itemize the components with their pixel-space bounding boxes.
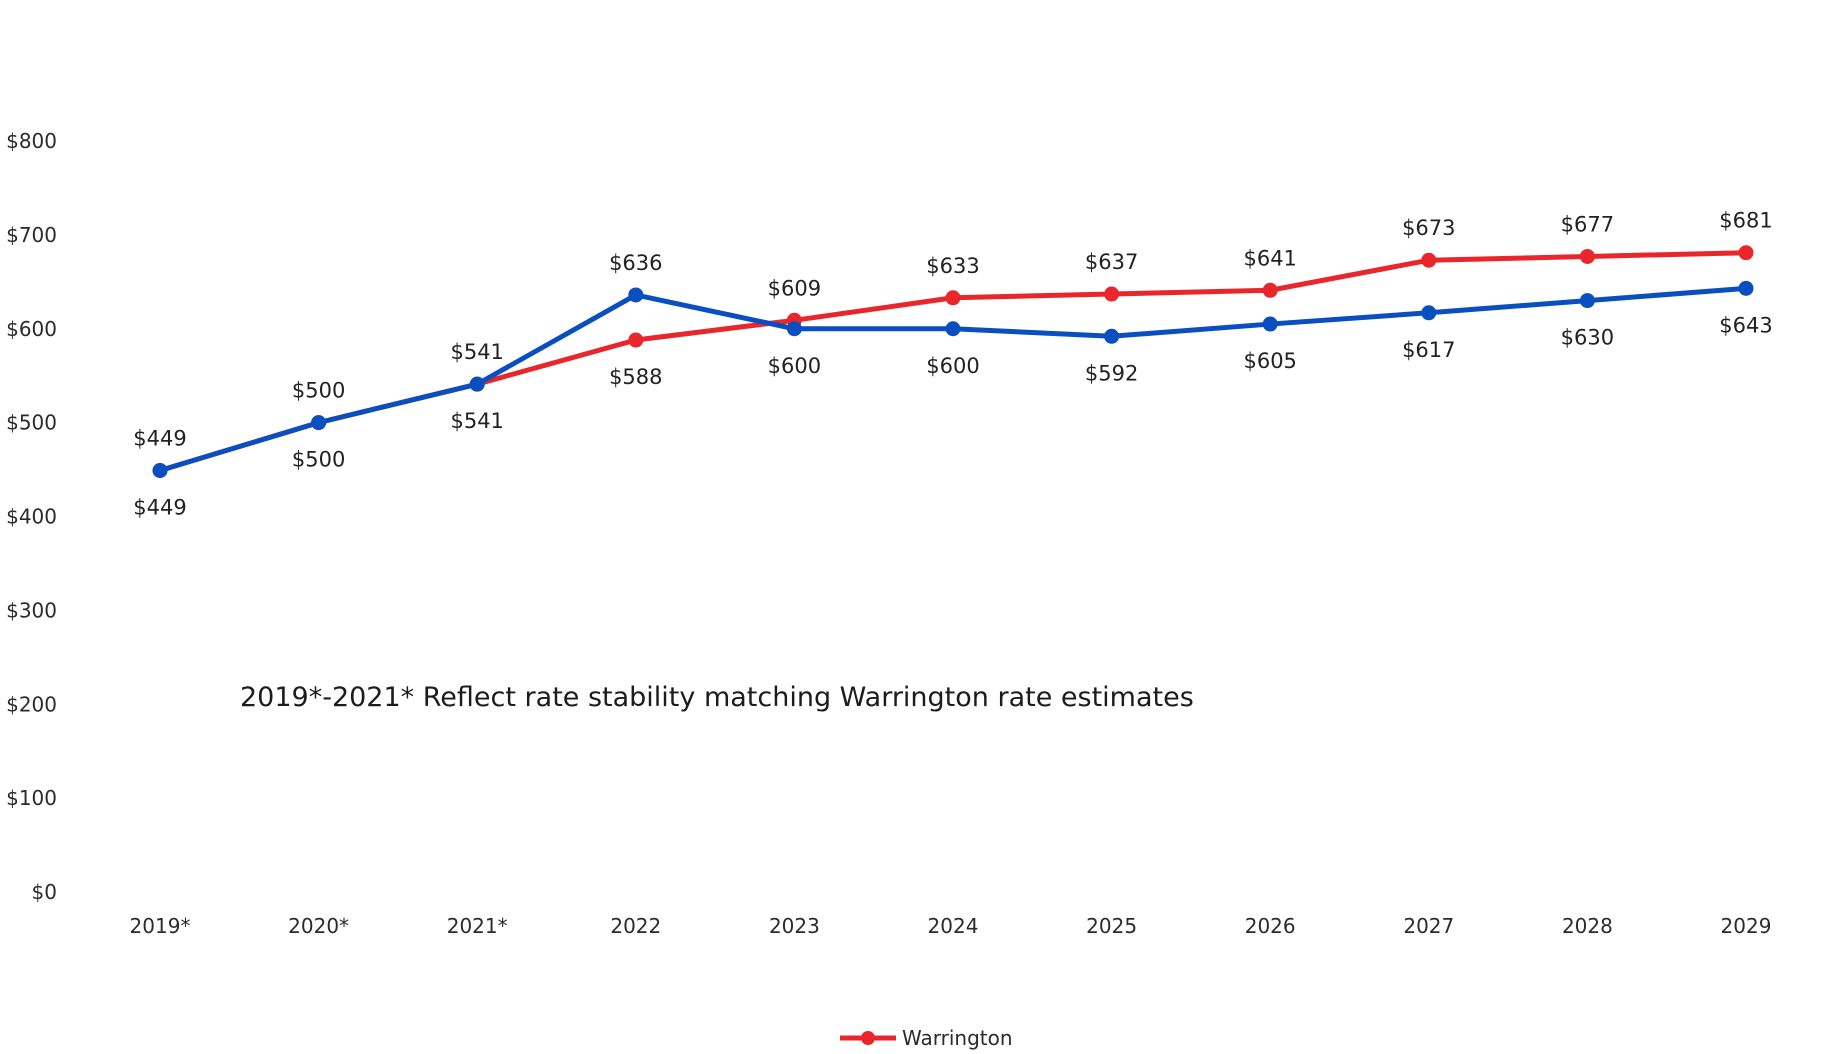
x-tick-label: 2028 [1562, 914, 1613, 938]
data-label: $541 [450, 340, 503, 364]
x-axis-ticks: 2019* 2020* 2021* 2022 2023 2024 2025 2026 2027 2… [130, 914, 1772, 938]
y-tick-label: $100 [6, 786, 57, 810]
y-tick-label: $300 [6, 598, 57, 622]
y-tick-label: $400 [6, 505, 57, 529]
series-line-series-2 [157, 285, 1749, 474]
data-point [1738, 280, 1754, 296]
data-label: $637 [1085, 250, 1138, 274]
legend: Warrington [840, 1026, 1013, 1050]
data-label: $500 [292, 379, 345, 403]
x-tick-label: 2022 [610, 914, 661, 938]
series-points [152, 245, 1754, 479]
x-tick-label: 2019* [130, 914, 191, 938]
data-point [1262, 316, 1278, 332]
data-label: $630 [1561, 326, 1614, 350]
data-label: $617 [1402, 338, 1455, 362]
y-tick-label: $500 [6, 411, 57, 435]
x-tick-label: 2024 [928, 914, 979, 938]
data-label: $449 [133, 496, 186, 520]
data-label: $636 [609, 251, 662, 275]
x-tick-label: 2025 [1086, 914, 1137, 938]
x-tick-label: 2023 [769, 914, 820, 938]
data-point [152, 463, 168, 479]
data-label: $641 [1243, 246, 1296, 270]
x-tick-label: 2027 [1403, 914, 1454, 938]
x-tick-label: 2021* [447, 914, 508, 938]
data-label: $643 [1719, 313, 1772, 337]
data-label: $605 [1243, 349, 1296, 373]
data-point [1104, 286, 1120, 302]
data-point [1579, 248, 1595, 264]
data-label: $633 [926, 254, 979, 278]
y-tick-label: $600 [6, 317, 57, 341]
data-point [1262, 282, 1278, 298]
data-point [1421, 305, 1437, 321]
y-tick-label: $700 [6, 223, 57, 247]
data-point [945, 290, 961, 306]
data-label: $673 [1402, 216, 1455, 240]
data-label: $600 [768, 354, 821, 378]
x-tick-label: 2026 [1245, 914, 1296, 938]
data-labels: $449 $500 $541 $588 $609 $633 $637 $641 $673 $677… [133, 209, 1772, 520]
data-label: $588 [609, 365, 662, 389]
y-axis-ticks: $0 $100 $200 $300 $400 $500 $600 $700 $800 [6, 129, 57, 904]
data-label: $600 [926, 354, 979, 378]
data-point [1104, 328, 1120, 344]
data-label: $500 [292, 448, 345, 472]
data-point [469, 376, 485, 392]
chart-annotation: 2019*-2021* Reflect rate stability match… [240, 682, 1194, 713]
legend-label-warrington: Warrington [902, 1026, 1013, 1050]
data-label: $681 [1719, 209, 1772, 233]
data-point [1738, 245, 1754, 261]
y-tick-label: $0 [32, 880, 57, 904]
y-tick-label: $800 [6, 129, 57, 153]
data-point [628, 332, 644, 348]
data-label: $677 [1561, 212, 1614, 236]
data-label: $609 [768, 276, 821, 300]
data-point [1579, 293, 1595, 309]
data-point [1421, 252, 1437, 268]
x-tick-label: 2029 [1721, 914, 1772, 938]
data-point [945, 321, 961, 337]
data-point [628, 287, 644, 303]
x-tick-label: 2020* [288, 914, 349, 938]
y-tick-label: $200 [6, 692, 57, 716]
legend-swatch-marker [861, 1031, 875, 1045]
data-label: $541 [450, 409, 503, 433]
data-point [311, 415, 327, 431]
data-point [786, 321, 802, 337]
data-label: $449 [133, 427, 186, 451]
data-label: $592 [1085, 361, 1138, 385]
